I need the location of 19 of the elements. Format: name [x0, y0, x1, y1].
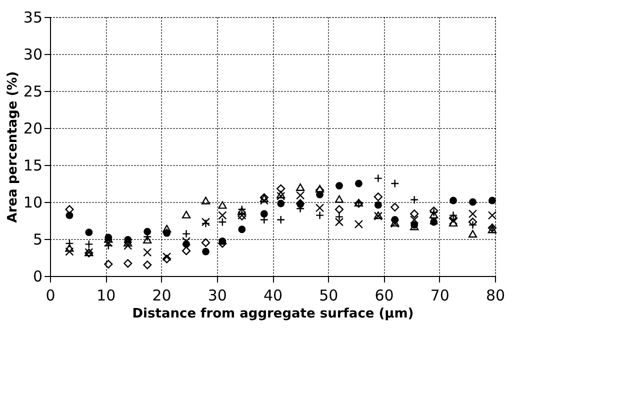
y-tick-label: 10 — [23, 194, 42, 212]
x-tick-label: 70 — [430, 286, 450, 304]
y-tick-label: 0 — [32, 268, 42, 286]
x-axis-title: Distance from aggregate surface (µm) — [132, 306, 414, 322]
y-tick-label: 30 — [23, 46, 42, 64]
x-tick-label: 50 — [319, 286, 338, 304]
x-tick-label: 80 — [486, 286, 506, 304]
x-tick-label: 0 — [46, 286, 56, 304]
y-tick-label: 35 — [23, 8, 42, 26]
x-tick-label: 20 — [152, 286, 172, 304]
x-tick-label: 40 — [263, 286, 283, 304]
x-tick-label: 60 — [374, 286, 394, 304]
y-axis-title: Area percentage (%) — [5, 71, 20, 223]
x-tick-label: 30 — [208, 286, 227, 304]
y-tick-label: 5 — [32, 230, 42, 248]
y-tick-label: 20 — [23, 120, 42, 138]
y-tick-label: 25 — [23, 82, 42, 100]
y-tick-label: 15 — [23, 156, 42, 174]
x-tick-label: 10 — [96, 286, 116, 304]
